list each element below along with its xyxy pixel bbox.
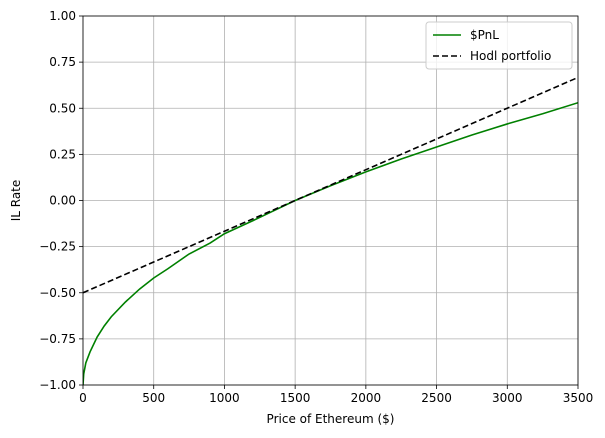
- x-axis-label: Price of Ethereum ($): [267, 412, 395, 426]
- legend-box: [425, 21, 573, 70]
- y-axis-label: IL Rate: [9, 180, 23, 222]
- y-tick-label: −0.25: [39, 240, 76, 254]
- series-line-pnl: [83, 101, 578, 385]
- x-tick-label: 2500: [421, 391, 452, 405]
- x-tick-label: 500: [142, 391, 165, 405]
- y-tick-label: −0.50: [39, 286, 76, 300]
- x-tick-label: 2000: [351, 391, 382, 405]
- series-layer: [83, 76, 578, 385]
- grid: [82, 15, 579, 386]
- y-tick-label: 0.25: [49, 147, 76, 161]
- x-tick-label: 1500: [280, 391, 311, 405]
- y-tick-label: 0.00: [49, 194, 76, 208]
- x-tick-label: 0: [79, 391, 87, 405]
- legend-label-pnl: $PnL: [470, 28, 499, 42]
- y-axis: −1.00 −0.75 −0.50 −0.25 0.00 0.25 0.50 0.75 1.00: [39, 9, 83, 392]
- x-tick-label: 3000: [492, 391, 523, 405]
- y-tick-label: 1.00: [49, 9, 76, 23]
- y-tick-label: −1.00: [39, 378, 76, 392]
- y-tick-label: 0.50: [49, 101, 76, 115]
- y-tick-label: −0.75: [39, 332, 76, 346]
- legend: $PnL Hodl portfolio: [425, 21, 573, 70]
- y-tick-label: 0.75: [49, 55, 76, 69]
- x-tick-label: 1000: [209, 391, 240, 405]
- legend-label-hodl: Hodl portfolio: [470, 49, 551, 63]
- x-tick-label: 3500: [563, 391, 594, 405]
- x-axis: 0 500 1000 1500 2000 2500 3000 3500: [79, 385, 593, 405]
